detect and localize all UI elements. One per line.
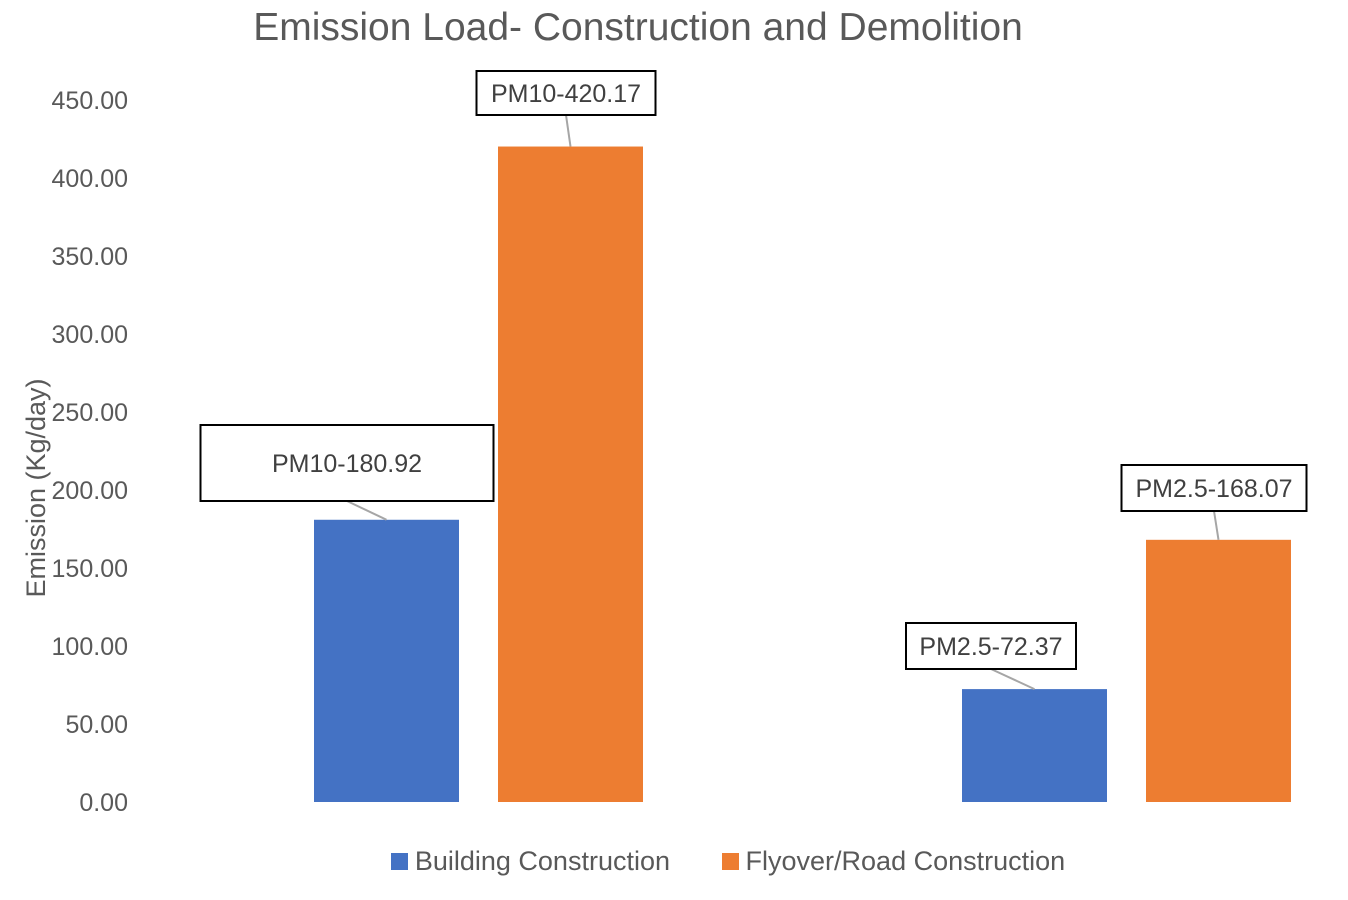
y-tick-label: 300.00 — [52, 321, 128, 349]
data-label: PM10-420.17 — [491, 80, 641, 108]
data-label-leader — [1213, 510, 1220, 540]
y-tick-label: 150.00 — [52, 555, 128, 583]
y-tick-label: 450.00 — [52, 87, 128, 115]
y-tick-label: 250.00 — [52, 399, 128, 427]
bar — [314, 519, 459, 802]
data-label-box — [475, 70, 657, 116]
y-tick-label: 200.00 — [52, 477, 128, 505]
data-label-box — [199, 424, 495, 502]
bar — [498, 146, 643, 803]
data-label-leader — [990, 668, 1035, 691]
legend-swatch-building — [390, 853, 408, 870]
bar — [962, 689, 1107, 802]
bar — [1146, 539, 1291, 802]
data-label-leader — [565, 114, 572, 147]
y-tick-label: 350.00 — [52, 243, 128, 271]
data-label: PM10-180.92 — [272, 450, 422, 478]
legend-swatch-flyover — [721, 853, 739, 870]
y-tick-label: 0.00 — [79, 789, 128, 817]
data-label-box — [905, 622, 1077, 670]
legend: Building Construction Flyover/Road Const… — [0, 846, 1348, 877]
data-label: PM2.5-72.37 — [919, 633, 1062, 661]
legend-item-building: Building Construction — [390, 846, 670, 877]
data-label-leader — [346, 500, 387, 521]
data-label: PM2.5-168.07 — [1135, 475, 1292, 503]
legend-item-flyover: Flyover/Road Construction — [721, 846, 1066, 877]
data-label-box — [1120, 464, 1308, 512]
chart-title: Emission Load- Construction and Demoliti… — [253, 6, 1023, 49]
y-tick-label: 50.00 — [65, 711, 128, 739]
legend-label-building: Building Construction — [414, 846, 670, 876]
y-tick-label: 400.00 — [52, 165, 128, 193]
y-axis-label: Emission (Kg/day) — [21, 378, 51, 597]
y-tick-label: 100.00 — [52, 633, 128, 661]
legend-label-flyover: Flyover/Road Construction — [745, 846, 1066, 876]
